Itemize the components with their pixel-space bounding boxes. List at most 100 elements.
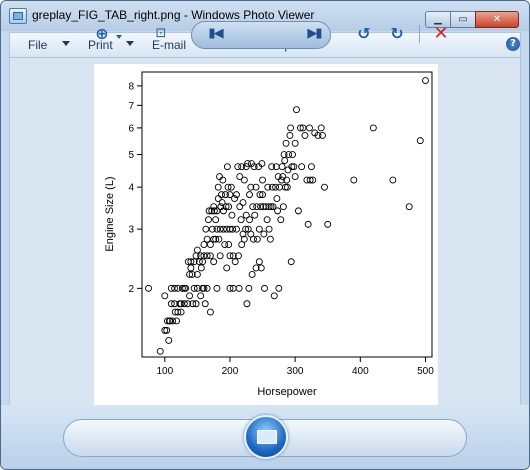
data-point bbox=[242, 225, 250, 233]
data-point bbox=[278, 176, 285, 184]
data-point bbox=[306, 176, 314, 184]
y-tick-label: 7 bbox=[128, 101, 134, 112]
data-point bbox=[247, 183, 255, 191]
data-point bbox=[197, 264, 205, 272]
data-point bbox=[279, 173, 287, 181]
data-point bbox=[263, 216, 271, 224]
displayed-image[interactable]: 100 200 300 400 500 2 3 4 5 6 7 8 Horsepower Engin… bbox=[94, 64, 438, 405]
data-point bbox=[240, 235, 248, 243]
data-point bbox=[186, 292, 194, 300]
rotate-counterclockwise-icon[interactable]: ↺ bbox=[357, 24, 371, 43]
data-point bbox=[225, 203, 233, 211]
data-point bbox=[224, 183, 232, 191]
data-point bbox=[274, 207, 282, 215]
data-point bbox=[171, 284, 179, 292]
data-point bbox=[288, 163, 296, 171]
data-point bbox=[145, 284, 152, 292]
data-point bbox=[216, 225, 224, 233]
data-point bbox=[156, 347, 164, 355]
data-point bbox=[165, 337, 173, 344]
data-point bbox=[277, 216, 285, 224]
data-point bbox=[203, 235, 211, 243]
y-tick-label: 5 bbox=[128, 150, 134, 161]
data-point bbox=[171, 300, 179, 308]
navigation-group bbox=[191, 21, 331, 49]
data-point bbox=[206, 241, 214, 248]
data-point bbox=[210, 203, 218, 211]
data-point bbox=[389, 176, 397, 184]
x-axis-label: Horsepower bbox=[257, 386, 317, 398]
data-point bbox=[261, 284, 268, 292]
data-point bbox=[299, 124, 307, 132]
data-point bbox=[250, 163, 258, 171]
zoom-dropdown-arrow-icon[interactable] bbox=[116, 35, 122, 39]
data-point bbox=[245, 284, 253, 292]
data-point bbox=[239, 199, 247, 206]
data-point bbox=[242, 163, 250, 171]
data-point bbox=[228, 211, 236, 219]
title-bar[interactable]: greplay_FIG_TAB_right.png - Windows Phot… bbox=[1, 1, 529, 31]
data-point bbox=[301, 131, 309, 139]
data-point bbox=[216, 173, 224, 181]
minimize-button[interactable]: ▁ bbox=[425, 11, 451, 28]
data-point bbox=[167, 284, 175, 292]
scatter-chart: 100 200 300 400 500 2 3 4 5 6 7 8 Horsepower Engin… bbox=[104, 71, 434, 398]
data-point bbox=[235, 284, 243, 292]
y-axis-label: Engine Size (L) bbox=[104, 176, 116, 251]
data-point bbox=[287, 124, 295, 132]
data-point bbox=[244, 160, 252, 168]
data-point bbox=[200, 252, 208, 260]
data-point bbox=[251, 211, 259, 219]
close-button[interactable]: ✕ bbox=[475, 11, 519, 28]
menu-file[interactable]: File bbox=[28, 38, 48, 52]
data-points bbox=[145, 77, 429, 355]
data-point bbox=[186, 270, 194, 278]
actual-size-icon[interactable]: ⊡ bbox=[155, 26, 167, 41]
y-tick-label: 4 bbox=[128, 183, 134, 194]
data-point bbox=[240, 176, 248, 184]
data-point bbox=[258, 160, 266, 168]
zoom-icon[interactable]: ⊕ bbox=[95, 24, 109, 43]
data-point bbox=[307, 163, 315, 171]
data-point bbox=[205, 207, 213, 215]
data-point bbox=[236, 173, 244, 181]
data-point bbox=[233, 225, 240, 233]
data-point bbox=[188, 270, 196, 278]
data-point bbox=[225, 241, 233, 248]
menu-email[interactable]: E-mail bbox=[152, 38, 187, 52]
data-point bbox=[255, 258, 263, 266]
data-point bbox=[193, 284, 201, 292]
data-point bbox=[193, 270, 201, 278]
slideshow-button[interactable] bbox=[244, 415, 288, 459]
data-point bbox=[177, 300, 185, 308]
data-point bbox=[208, 225, 216, 233]
data-point bbox=[216, 252, 224, 260]
data-point bbox=[291, 139, 299, 147]
rotate-clockwise-icon[interactable]: ↻ bbox=[390, 24, 404, 43]
maximize-button[interactable]: ▭ bbox=[450, 11, 476, 28]
file-dropdown-arrow-icon[interactable] bbox=[62, 41, 70, 46]
print-dropdown-arrow-icon[interactable] bbox=[126, 41, 134, 46]
next-icon[interactable]: ▶▮ bbox=[307, 26, 322, 41]
data-point bbox=[193, 246, 201, 254]
data-point bbox=[237, 216, 245, 224]
data-point bbox=[212, 235, 220, 243]
window-title: greplay_FIG_TAB_right.png - Windows Phot… bbox=[32, 8, 315, 22]
data-point bbox=[189, 300, 197, 308]
help-icon[interactable]: ? bbox=[506, 37, 520, 51]
menu-print[interactable]: Print bbox=[88, 38, 113, 52]
data-point bbox=[278, 163, 286, 171]
x-tick-label: 300 bbox=[287, 366, 304, 377]
data-point bbox=[220, 225, 227, 233]
data-point bbox=[298, 163, 306, 171]
data-point bbox=[253, 235, 261, 243]
data-point bbox=[215, 235, 223, 243]
previous-icon[interactable]: ▮◀ bbox=[208, 26, 223, 41]
data-point bbox=[286, 131, 294, 139]
data-point bbox=[210, 235, 218, 243]
data-point bbox=[223, 163, 231, 171]
data-point bbox=[174, 284, 182, 292]
delete-icon[interactable]: ✕ bbox=[433, 23, 449, 44]
data-point bbox=[304, 220, 312, 228]
